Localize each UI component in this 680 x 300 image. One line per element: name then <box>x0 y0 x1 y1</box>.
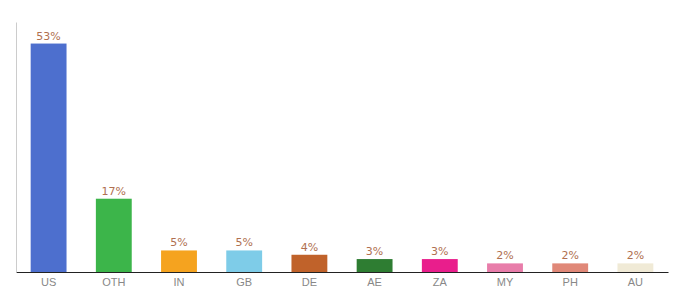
y-axis <box>16 23 17 273</box>
bar <box>226 250 262 272</box>
bar <box>161 250 197 272</box>
x-tick: US <box>41 272 56 288</box>
data-label: 2% <box>627 249 644 262</box>
x-tick-label: OTH <box>102 276 125 288</box>
data-label: 3% <box>366 245 383 258</box>
bar <box>487 263 523 272</box>
bar <box>357 259 393 272</box>
x-tick: IN <box>174 272 185 288</box>
x-tick: OTH <box>102 272 125 288</box>
data-labels: 53% 17% 5% 5% 4% 3% 3% 2% 2% 2% <box>36 30 644 263</box>
x-tick: AE <box>367 272 382 288</box>
x-tick-label: PH <box>563 276 578 288</box>
x-axis-line <box>17 272 669 273</box>
bar <box>422 259 458 272</box>
plot: 53% 17% 5% 5% 4% 3% 3% 2% 2% 2% US OTH IN GB DE AE ZA MY P… <box>17 23 669 288</box>
data-label: 3% <box>431 245 448 258</box>
x-tick-label: DE <box>302 276 317 288</box>
x-axis: US OTH IN GB DE AE ZA MY PH AU <box>17 272 669 288</box>
bar <box>96 199 132 272</box>
x-tick: ZA <box>433 272 448 288</box>
data-label: 4% <box>301 241 318 254</box>
data-label: 5% <box>235 236 252 249</box>
x-tick-label: GB <box>236 276 252 288</box>
x-tick: DE <box>302 272 317 288</box>
x-tick: MY <box>497 272 514 288</box>
x-tick-label: AU <box>628 276 643 288</box>
x-tick-label: MY <box>497 276 514 288</box>
data-label: 5% <box>170 236 187 249</box>
data-label: 2% <box>496 249 513 262</box>
bar <box>291 255 327 272</box>
bar <box>552 263 588 272</box>
bar <box>617 263 653 272</box>
chart: 53% 17% 5% 5% 4% 3% 3% 2% 2% 2% US OTH IN GB DE AE ZA MY P… <box>0 0 680 300</box>
x-tick: PH <box>563 272 578 288</box>
x-tick-label: US <box>41 276 56 288</box>
data-label: 2% <box>561 249 578 262</box>
x-tick: GB <box>236 272 252 288</box>
y-axis-line <box>16 23 17 273</box>
bars <box>31 44 654 272</box>
bar <box>31 44 67 272</box>
data-label: 17% <box>102 185 126 198</box>
x-tick-label: IN <box>174 276 185 288</box>
x-tick: AU <box>628 272 643 288</box>
x-tick-label: AE <box>367 276 382 288</box>
x-tick-label: ZA <box>433 276 448 288</box>
data-label: 53% <box>36 30 60 43</box>
